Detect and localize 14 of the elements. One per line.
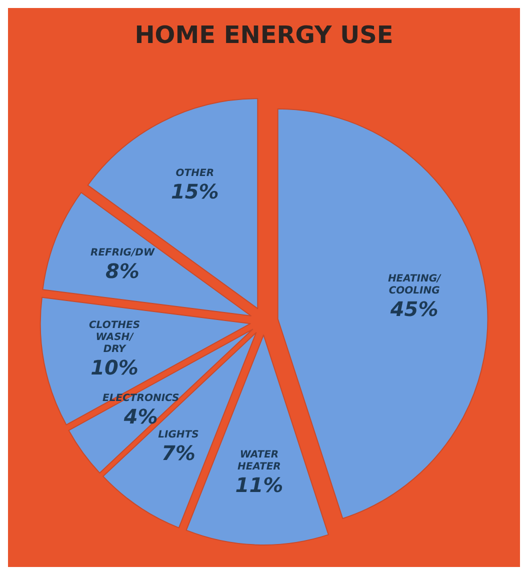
data-label: 7% <box>161 440 196 465</box>
slice-label: REFRIG/DW <box>90 248 156 259</box>
slice-label: HEATING/ COOLING <box>388 274 442 297</box>
data-label: 11% <box>235 473 284 498</box>
data-label: 4% <box>122 404 158 428</box>
data-label: 10% <box>90 356 138 380</box>
data-label: 15% <box>170 179 219 204</box>
slice-label: CLOTHES WASH/ DRY <box>88 320 140 356</box>
data-label: 45% <box>389 297 438 322</box>
data-label: 8% <box>106 259 140 284</box>
slice-label: OTHER <box>176 168 214 179</box>
slice-label: LIGHTS <box>158 429 199 440</box>
slice-label: WATER HEATER <box>238 450 281 473</box>
chart-title: HOME ENERGY USE <box>134 21 394 49</box>
